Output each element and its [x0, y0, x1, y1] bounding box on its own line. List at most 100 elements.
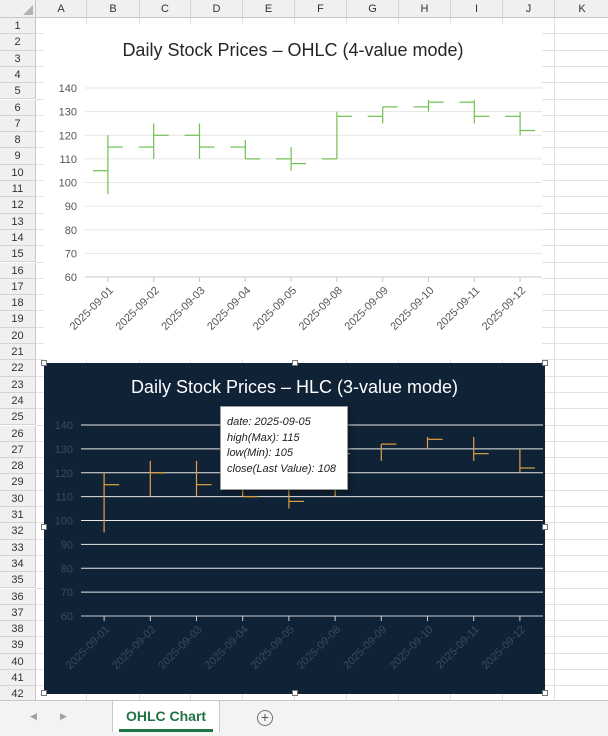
row-header[interactable]: 41	[0, 670, 36, 687]
row-header[interactable]: 15	[0, 246, 36, 263]
row-header[interactable]: 21	[0, 344, 36, 361]
y-tick-label: 140	[59, 83, 77, 95]
row-header[interactable]: 29	[0, 474, 36, 491]
resize-handle[interactable]	[41, 360, 47, 366]
row-header[interactable]: 26	[0, 425, 36, 442]
row-header[interactable]: 18	[0, 295, 36, 312]
row-header[interactable]: 6	[0, 99, 36, 116]
ohlc-bar-group	[413, 99, 444, 112]
resize-handle[interactable]	[41, 690, 47, 696]
resize-handle[interactable]	[292, 690, 298, 696]
row-header[interactable]: 28	[0, 458, 36, 475]
y-tick-label: 80	[61, 563, 73, 575]
row-header[interactable]: 2	[0, 34, 36, 51]
ohlc-bar-group	[505, 111, 536, 136]
row-header[interactable]: 9	[0, 148, 36, 165]
row-header[interactable]: 34	[0, 555, 36, 573]
y-tick-label: 100	[59, 178, 77, 190]
resize-handle[interactable]	[292, 360, 298, 366]
column-header[interactable]: A	[36, 0, 87, 18]
row-header[interactable]: 37	[0, 604, 36, 622]
column-header[interactable]: K	[555, 0, 608, 18]
ohlc-bar-group	[426, 436, 443, 449]
prev-sheet-icon[interactable]: ◀	[30, 711, 37, 721]
ohlc-bar-group	[184, 123, 215, 159]
data-point-tooltip: date: 2025-09-05 high(Max): 115 low(Min)…	[220, 406, 348, 490]
y-tick-label: 110	[59, 154, 77, 166]
tooltip-high: high(Max): 115	[227, 431, 300, 444]
y-tick-label: 90	[61, 539, 73, 551]
resize-handle[interactable]	[542, 524, 548, 530]
select-all-corner[interactable]	[0, 0, 36, 18]
y-tick-label: 120	[59, 130, 77, 142]
row-header[interactable]: 5	[0, 83, 36, 100]
row-header[interactable]: 23	[0, 376, 36, 393]
y-tick-label: 70	[61, 587, 73, 599]
column-header[interactable]: J	[503, 0, 555, 18]
row-header[interactable]: 25	[0, 409, 36, 426]
row-header[interactable]: 33	[0, 539, 36, 556]
next-sheet-icon[interactable]: ▶	[60, 711, 67, 721]
row-header[interactable]: 1	[0, 18, 36, 35]
row-header[interactable]: 27	[0, 441, 36, 459]
row-header[interactable]: 24	[0, 392, 36, 410]
row-header[interactable]: 7	[0, 115, 36, 133]
column-gridline	[554, 18, 555, 700]
row-header[interactable]: 30	[0, 490, 36, 507]
row-header[interactable]: 19	[0, 311, 36, 328]
ohlc-bar-group	[103, 472, 120, 533]
ohlc-bar-group	[276, 147, 307, 171]
row-header[interactable]: 42	[0, 686, 36, 700]
row-header[interactable]: 38	[0, 621, 36, 638]
sheet-tab-ohlc-chart[interactable]: OHLC Chart	[112, 701, 220, 732]
row-header[interactable]: 40	[0, 653, 36, 670]
ohlc-chart-svg: Daily Stock Prices – OHLC (4-value mode)…	[44, 24, 542, 360]
ohlc-bar-group	[473, 436, 489, 461]
y-tick-label: 90	[65, 201, 77, 213]
row-header[interactable]: 12	[0, 197, 36, 214]
row-header[interactable]: 39	[0, 637, 36, 654]
y-tick-label: 110	[55, 492, 73, 504]
column-header[interactable]: C	[140, 0, 191, 18]
row-header[interactable]: 13	[0, 213, 36, 230]
column-header[interactable]: E	[243, 0, 295, 18]
row-header[interactable]: 16	[0, 262, 36, 279]
row-header[interactable]: 31	[0, 507, 36, 524]
row-header[interactable]: 14	[0, 229, 36, 247]
row-header[interactable]: 4	[0, 66, 36, 84]
column-header[interactable]: I	[451, 0, 503, 18]
y-tick-label: 130	[55, 444, 73, 456]
row-header[interactable]: 11	[0, 181, 36, 198]
tooltip-low: low(Min): 105	[227, 447, 294, 459]
row-header[interactable]: 20	[0, 327, 36, 344]
resize-handle[interactable]	[41, 524, 47, 530]
select-all-triangle-icon	[23, 5, 33, 15]
y-tick-label: 70	[65, 248, 77, 260]
ohlc-bar-group	[138, 123, 169, 159]
ohlc-bar-group	[149, 460, 166, 497]
row-header[interactable]: 8	[0, 132, 36, 149]
y-tick-label: 60	[65, 272, 77, 284]
column-header[interactable]: B	[87, 0, 140, 18]
y-tick-label: 60	[61, 611, 73, 623]
column-header[interactable]: G	[347, 0, 399, 18]
ohlc-bar-group	[230, 139, 261, 160]
row-header[interactable]: 22	[0, 360, 36, 377]
add-sheet-icon[interactable]: +	[257, 710, 273, 726]
resize-handle[interactable]	[542, 690, 548, 696]
row-header[interactable]: 17	[0, 278, 36, 296]
resize-handle[interactable]	[542, 360, 548, 366]
column-header[interactable]: H	[399, 0, 451, 18]
tooltip-close: close(Last Value): 108	[227, 462, 337, 475]
y-tick-label: 120	[55, 468, 73, 480]
row-header[interactable]: 3	[0, 50, 36, 67]
row-header[interactable]: 10	[0, 164, 36, 181]
column-header[interactable]: F	[295, 0, 347, 18]
row-header[interactable]: 35	[0, 572, 36, 589]
row-header[interactable]: 36	[0, 588, 36, 605]
row-header[interactable]: 32	[0, 523, 36, 540]
ohlc-bar-group	[321, 111, 352, 160]
ohlc-chart[interactable]: Daily Stock Prices – OHLC (4-value mode)…	[44, 24, 542, 360]
column-header[interactable]: D	[191, 0, 243, 18]
